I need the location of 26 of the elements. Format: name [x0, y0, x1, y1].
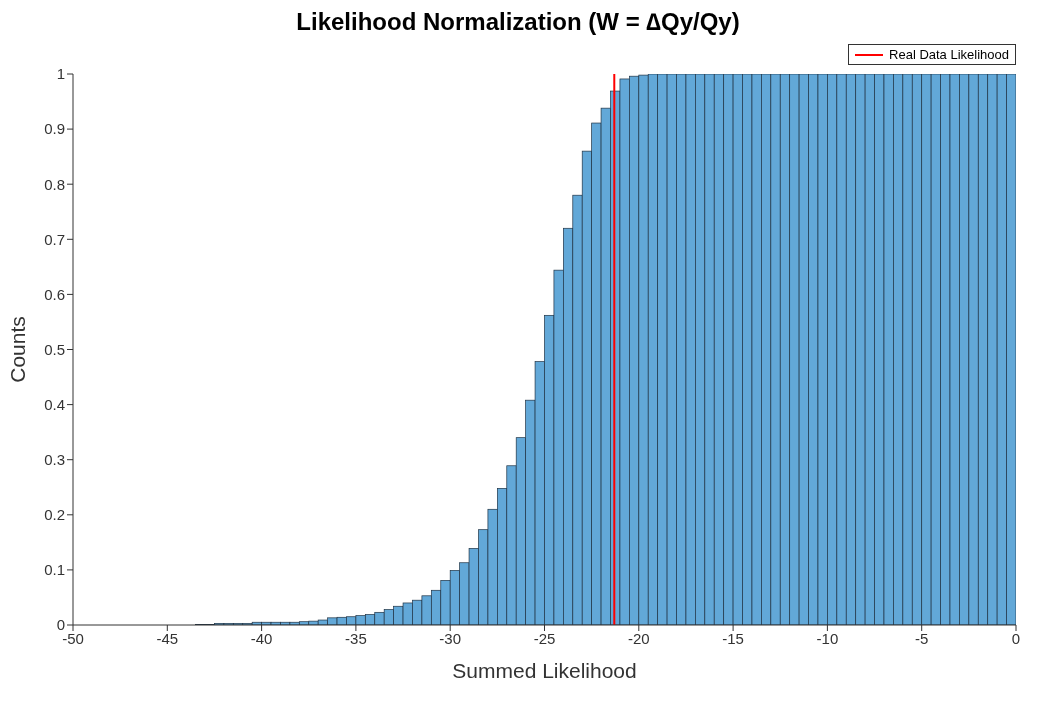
y-tick-label: 0.6	[44, 285, 65, 303]
y-tick-label: 0.4	[44, 395, 65, 413]
x-tick-label: -45	[156, 629, 179, 647]
y-tick-label: 0.2	[44, 506, 65, 524]
x-tick-label: 0	[1011, 629, 1021, 647]
x-tick-label: -5	[915, 629, 929, 647]
y-tick-label: 0.5	[44, 340, 65, 358]
legend-label: Real Data Likelihood	[889, 47, 1009, 62]
x-tick-label: -10	[816, 629, 839, 647]
y-tick-label: 0.8	[44, 175, 65, 193]
y-tick-label: 0.1	[44, 561, 65, 579]
x-tick-label: -25	[533, 629, 556, 647]
y-tick-label: 0.7	[44, 230, 65, 248]
y-axis-title: Counts	[6, 316, 30, 383]
x-axis-title: Summed Likelihood	[452, 659, 637, 682]
y-tick-label: 0.3	[44, 451, 65, 469]
x-tick-label: -35	[345, 629, 367, 647]
x-tick-label: -40	[250, 629, 273, 647]
x-tick-label: -20	[627, 629, 650, 647]
y-tick-label: 0.9	[44, 120, 65, 138]
x-tick-label: -30	[439, 629, 462, 647]
y-tick-label: 0	[56, 616, 65, 634]
chart-title: Likelihood Normalization (W = ∆Qy/Qy)	[295, 8, 741, 37]
x-tick-label: -15	[722, 629, 744, 647]
y-tick-label: 1	[56, 65, 65, 83]
x-tick-label: -50	[62, 629, 84, 647]
